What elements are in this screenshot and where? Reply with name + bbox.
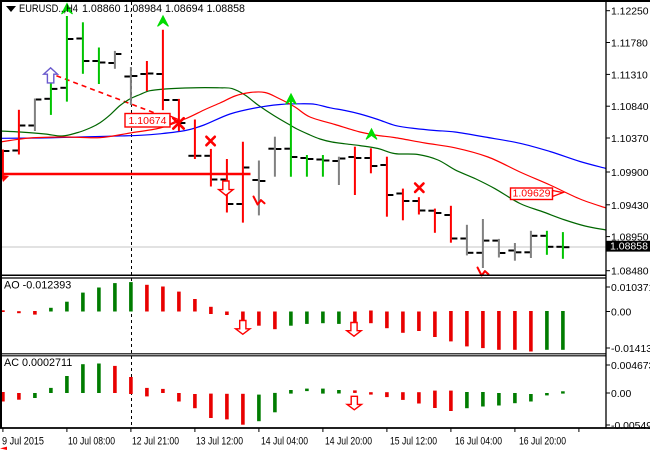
svg-text:1.09900: 1.09900: [611, 168, 649, 179]
svg-text:1.08480: 1.08480: [611, 267, 649, 278]
svg-text:1.08950: 1.08950: [611, 233, 649, 244]
svg-text:0.010371: 0.010371: [611, 283, 650, 294]
svg-text:16 Jul 20:00: 16 Jul 20:00: [519, 436, 566, 448]
svg-text:10 Jul 08:00: 10 Jul 08:00: [68, 436, 115, 448]
svg-text:9 Jul 2015: 9 Jul 2015: [2, 436, 44, 448]
svg-text:EURUSD..,H4: EURUSD..,H4: [19, 3, 78, 15]
svg-text:14 Jul 20:00: 14 Jul 20:00: [325, 436, 372, 448]
svg-text:1.12250: 1.12250: [611, 7, 649, 18]
svg-text:1.10674: 1.10674: [129, 115, 167, 127]
svg-text:1.11780: 1.11780: [611, 39, 648, 50]
svg-text:1.10370: 1.10370: [611, 134, 649, 145]
svg-text:AC 0.0002711: AC 0.0002711: [4, 357, 72, 369]
svg-text:1.11310: 1.11310: [611, 70, 648, 81]
svg-text:AO -0.012393: AO -0.012393: [4, 280, 71, 292]
svg-text:1.10840: 1.10840: [611, 102, 649, 113]
svg-text:15 Jul 12:00: 15 Jul 12:00: [390, 436, 437, 448]
svg-text:0.00: 0.00: [611, 389, 631, 400]
svg-text:0.0046739: 0.0046739: [611, 361, 650, 372]
svg-text:12 Jul 21:00: 12 Jul 21:00: [132, 436, 179, 448]
svg-text:1.09629: 1.09629: [513, 187, 551, 199]
svg-text:14 Jul 04:00: 14 Jul 04:00: [261, 436, 308, 448]
svg-text:1.08858: 1.08858: [610, 241, 648, 253]
svg-text:1.08860 1.08984 1.08694 1.0885: 1.08860 1.08984 1.08694 1.08858: [82, 3, 245, 15]
svg-text:16 Jul 04:00: 16 Jul 04:00: [455, 436, 502, 448]
svg-text:13 Jul 12:00: 13 Jul 12:00: [196, 436, 243, 448]
svg-text:-0.014131: -0.014131: [611, 344, 650, 355]
svg-text:-0.0054959: -0.0054959: [611, 421, 650, 432]
svg-text:0.00: 0.00: [611, 308, 631, 319]
svg-text:1.09430: 1.09430: [611, 201, 649, 212]
